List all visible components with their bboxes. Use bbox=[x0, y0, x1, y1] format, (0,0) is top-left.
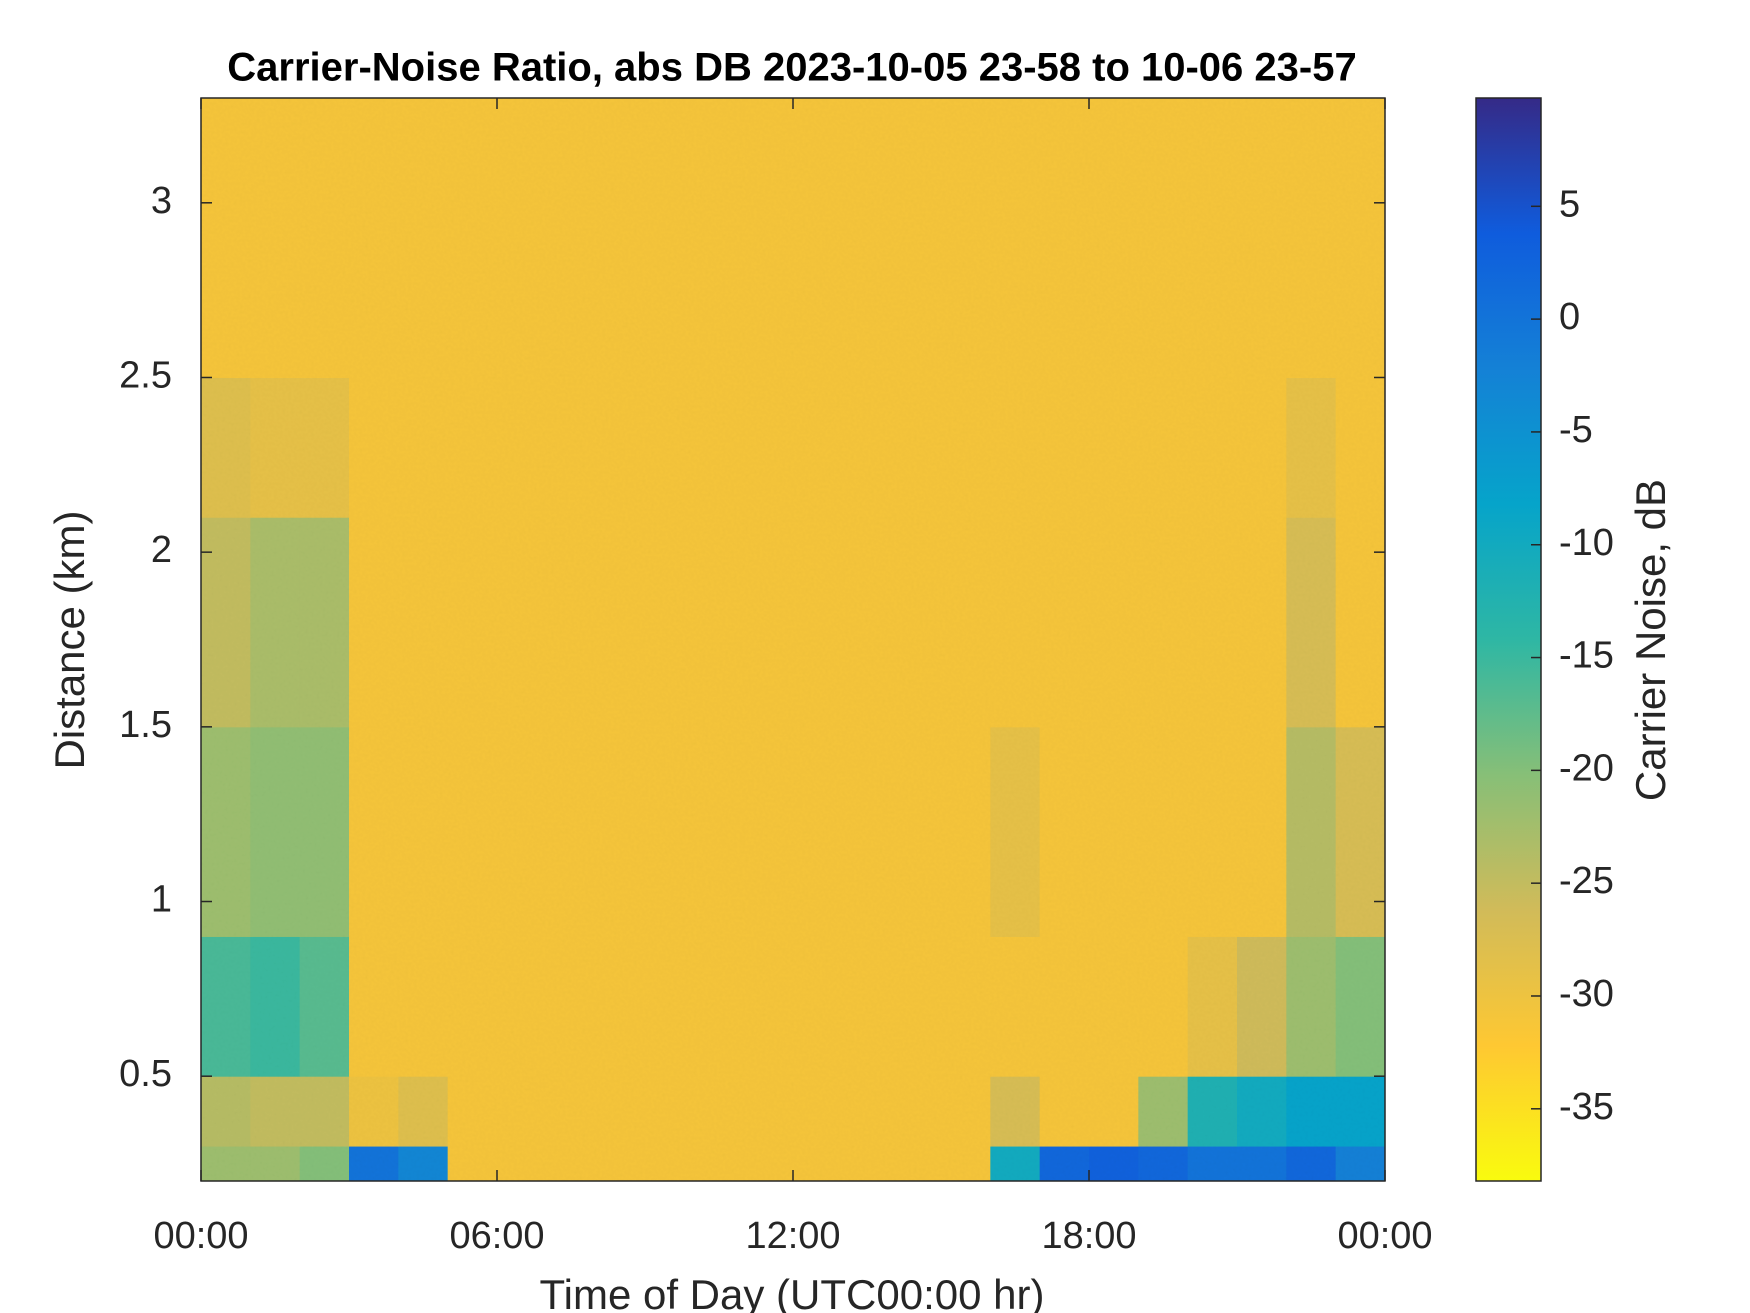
colorbar-tick-label: -5 bbox=[1559, 409, 1593, 451]
chart-title: Carrier-Noise Ratio, abs DB 2023-10-05 2… bbox=[227, 46, 1356, 90]
colorbar-label: Carrier Noise, dB bbox=[1627, 479, 1674, 801]
x-tick-label: 06:00 bbox=[449, 1215, 544, 1257]
colorbar-tick-label: -25 bbox=[1559, 860, 1614, 902]
colorbar bbox=[1475, 97, 1542, 1182]
texture bbox=[201, 98, 1385, 1181]
colorbar-tick-label: -20 bbox=[1559, 747, 1614, 789]
colorbar-tick-label: -10 bbox=[1559, 522, 1614, 564]
colorbar-tick-label: 0 bbox=[1559, 296, 1580, 338]
colorbar-tick-label: -30 bbox=[1559, 973, 1614, 1015]
colorbar-tick-label: -35 bbox=[1559, 1086, 1614, 1128]
colorbar-tick-label: 5 bbox=[1559, 183, 1580, 225]
colorbar-tick-label: -15 bbox=[1559, 635, 1614, 677]
y-tick-label: 1.5 bbox=[119, 704, 172, 746]
x-tick-label: 12:00 bbox=[745, 1215, 840, 1257]
x-tick-label: 00:00 bbox=[153, 1215, 248, 1257]
y-axis-label: Distance (km) bbox=[46, 510, 93, 769]
y-tick-label: 0.5 bbox=[119, 1053, 172, 1095]
y-tick-label: 1 bbox=[151, 879, 172, 921]
y-tick-label: 3 bbox=[151, 180, 172, 222]
y-tick-label: 2.5 bbox=[119, 355, 172, 397]
x-axis-label: Time of Day (UTC00:00 hr) bbox=[540, 1271, 1045, 1313]
x-tick-label: 00:00 bbox=[1337, 1215, 1432, 1257]
y-tick-label: 2 bbox=[151, 529, 172, 571]
x-tick-label: 18:00 bbox=[1041, 1215, 1136, 1257]
